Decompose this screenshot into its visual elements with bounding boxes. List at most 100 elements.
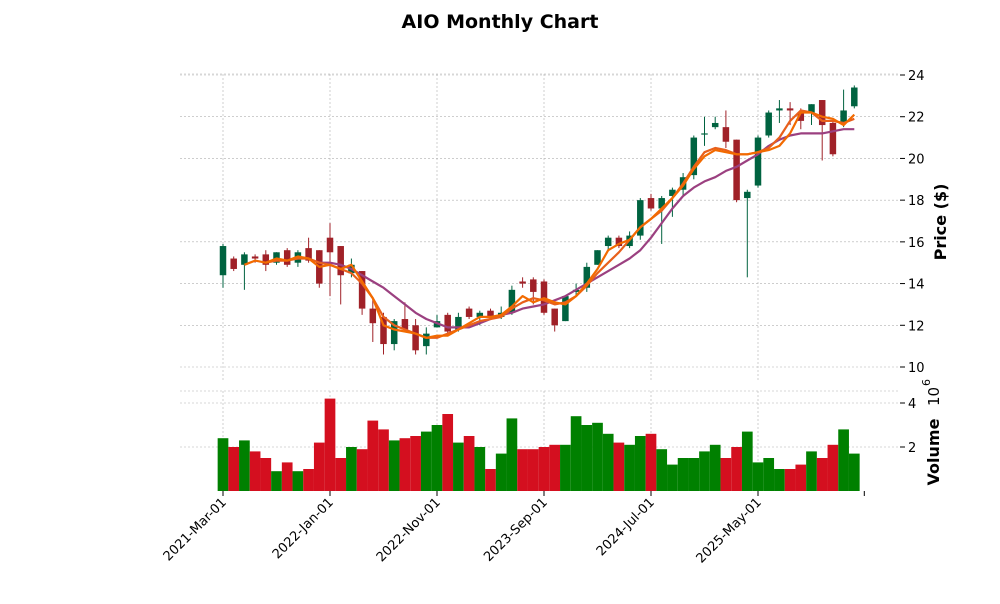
price-axis-label: Price ($) — [931, 184, 950, 261]
candle-body — [326, 237, 334, 253]
volume-bar — [838, 429, 849, 491]
candle-body — [808, 104, 815, 113]
volume-bar — [249, 451, 261, 491]
candle-body — [637, 200, 644, 236]
volume-bar — [688, 458, 700, 491]
volume-bar — [720, 458, 732, 491]
volume-bar — [431, 425, 443, 491]
candle-body — [241, 254, 248, 265]
candle-body — [711, 122, 719, 128]
volume-bar — [378, 429, 389, 491]
volume-tick-label: 2 — [908, 441, 916, 456]
candle-body — [818, 100, 826, 126]
candle-body — [583, 266, 591, 288]
price-tick-label: 12 — [908, 319, 925, 334]
volume-bar — [335, 458, 347, 491]
candle-body — [829, 122, 837, 155]
volume-grid — [180, 390, 900, 491]
price-axis: 10 12 14 16 18 20 22 24 — [900, 69, 925, 376]
volume-bar — [442, 414, 454, 491]
x-tick-label: 2023-Sep-01 — [481, 495, 551, 565]
ma-short-line — [243, 111, 856, 339]
candle-body — [530, 279, 537, 292]
volume-bar — [699, 451, 710, 491]
volume-bar — [709, 444, 721, 491]
volume-bar — [388, 440, 400, 491]
volume-bar — [346, 447, 357, 491]
moving-average-lines — [243, 109, 856, 339]
volume-bar — [453, 442, 464, 491]
candle-body — [401, 319, 409, 330]
volume-bar — [303, 469, 314, 491]
volume-bar — [399, 438, 411, 491]
candle-body — [733, 139, 740, 201]
volume-bar — [356, 449, 368, 491]
volume-bar — [592, 422, 603, 491]
candle-body — [337, 246, 344, 276]
candles — [219, 85, 858, 355]
candle-body — [562, 296, 569, 322]
candle-body — [658, 198, 665, 209]
volume-bar — [271, 471, 282, 491]
volume-bar — [463, 436, 475, 491]
candle-body — [551, 308, 558, 326]
x-tick-label: 2025-May-01 — [694, 495, 765, 566]
volume-bar — [228, 447, 240, 491]
volume-bar — [645, 433, 657, 491]
candle-body — [840, 110, 847, 123]
x-axis: 2021-Mar-01 2022-Jan-01 2022-Nov-01 2023-Se… — [161, 491, 865, 566]
x-tick-label: 2024-Jul-01 — [594, 495, 658, 559]
volume-bar — [217, 438, 229, 491]
volume-bar — [367, 420, 379, 491]
candle-body — [465, 308, 473, 317]
volume-bar — [624, 444, 635, 491]
candle-body — [647, 198, 655, 209]
chart-title: AIO Monthly Chart — [402, 11, 599, 33]
candle-body — [455, 316, 462, 330]
volume-bar — [527, 449, 539, 491]
price-tick-label: 10 — [908, 361, 925, 376]
price-tick-label: 16 — [908, 236, 925, 251]
volume-bars — [217, 398, 860, 491]
volume-bar — [324, 398, 336, 491]
volume-bar — [634, 436, 646, 491]
candle-body — [765, 112, 772, 136]
volume-bar — [410, 436, 421, 491]
candle-body — [305, 248, 312, 261]
volume-tick-label: 4 — [908, 397, 916, 412]
volume-bar — [752, 462, 764, 491]
volume-bar — [260, 458, 272, 491]
candle-body — [797, 112, 805, 121]
x-tick-label: 2022-Jan-01 — [270, 495, 337, 562]
volume-bar — [292, 471, 304, 491]
volume-exponent: 10 6 — [920, 379, 943, 406]
volume-bar — [667, 464, 678, 491]
volume-bar — [613, 442, 625, 491]
volume-bar — [485, 469, 496, 491]
candle-body — [358, 271, 366, 309]
x-tick-label: 2021-Mar-01 — [161, 495, 230, 564]
volume-bar — [560, 444, 571, 491]
candle-body — [380, 316, 387, 345]
volume-bar — [656, 449, 668, 491]
price-tick-label: 20 — [908, 152, 925, 167]
volume-axis-label: Volume — [924, 418, 943, 485]
candle-body — [444, 314, 451, 332]
candle-body — [476, 312, 484, 317]
price-tick-label: 24 — [908, 69, 925, 84]
candle-body — [744, 191, 751, 199]
volume-bar — [784, 469, 796, 491]
candle-body — [219, 246, 227, 276]
candle-body — [786, 108, 794, 111]
volume-bar — [538, 447, 550, 491]
volume-bar — [763, 458, 775, 491]
candle-body — [776, 108, 783, 111]
candle-body — [594, 250, 601, 265]
volume-bar — [506, 418, 518, 491]
volume-bar — [495, 453, 507, 491]
volume-bar — [816, 458, 828, 491]
candle-body — [487, 310, 494, 317]
volume-bar — [474, 447, 486, 491]
volume-exponent-power: 6 — [920, 379, 933, 386]
